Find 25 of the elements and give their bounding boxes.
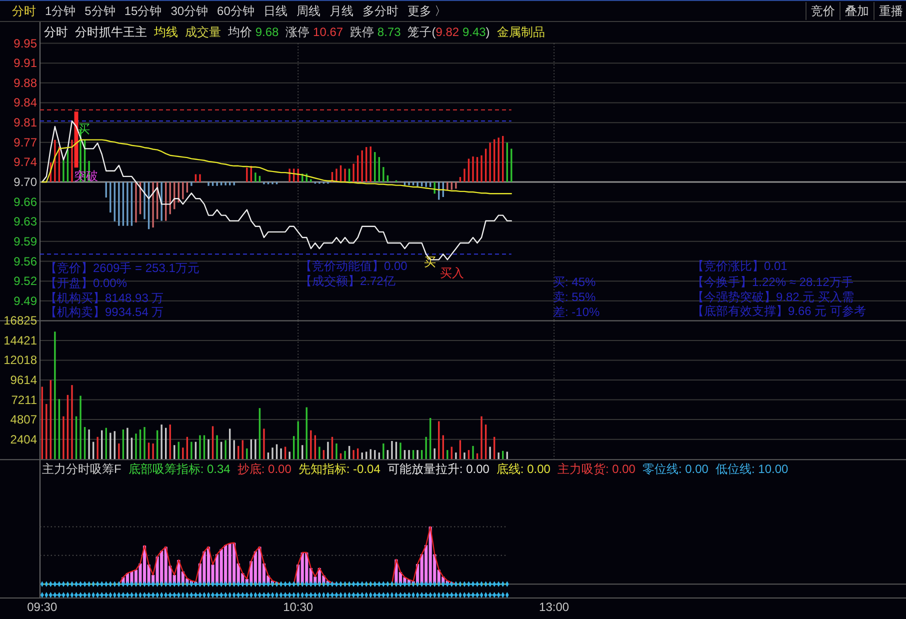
text: 叠加 — [845, 4, 869, 18]
text: 30分钟 — [170, 4, 208, 18]
text: 月线 — [329, 4, 354, 18]
y-tick-label: 9614 — [10, 373, 38, 388]
text: 更多 〉 — [407, 4, 447, 18]
x-tick-label: 13:00 — [539, 600, 570, 614]
text: 多分时 — [362, 4, 398, 18]
chart-title: 主力分时吸筹F 底部吸筹指标: 0.34 抄底: 0.00 先知指标: -0.04 可能放量拉升: 0.00 底线: 0.00 主力吸货: 0.00 零位线: 0.00 低位线: 10.00 — [42, 462, 788, 476]
x-tick-label: 09:30 — [27, 600, 58, 614]
y-tick-label: 7211 — [11, 392, 38, 407]
y-tick-label: 16825 — [4, 314, 38, 328]
text: 15分钟 — [124, 4, 162, 18]
text: 竞价 — [811, 4, 835, 18]
text: 重播 — [879, 4, 903, 18]
text: 1分钟 — [45, 4, 76, 18]
x-tick-label: 10:30 — [283, 600, 314, 614]
y-tick-label: 14421 — [4, 333, 38, 348]
y-tick-label: 12018 — [4, 353, 38, 368]
text: 5分钟 — [84, 4, 116, 18]
text: 周线 — [296, 4, 320, 18]
text: 日线 — [263, 4, 288, 18]
y-tick-label: 2404 — [10, 432, 38, 446]
text: 分时 — [12, 4, 36, 18]
y-tick-label: 4807 — [10, 412, 38, 427]
text: 60分钟 — [217, 4, 254, 18]
